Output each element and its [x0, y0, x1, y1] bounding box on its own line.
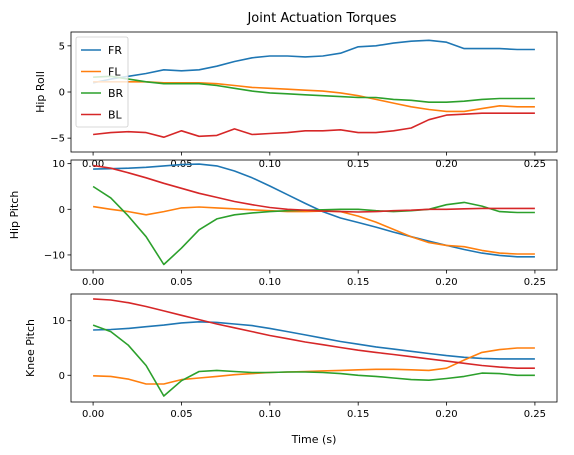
hip-pitch-xtick-label: 0.10: [259, 277, 281, 288]
hip-roll-xtick-label: 0.25: [524, 159, 546, 170]
knee-pitch-line-bl: [93, 298, 535, 370]
hip-pitch-panel: Hip Pitch 0.00 0.05 0.10 0.15 0.20 0.25 −10 0 1…: [8, 159, 558, 288]
knee-pitch-yticks: 0 10: [52, 316, 71, 382]
hip-roll-ylabel: Hip Roll: [34, 71, 47, 113]
knee-pitch-ytick-label: 10: [52, 316, 65, 327]
hip-roll-series: [92, 39, 535, 138]
legend-label-bl: BL: [108, 109, 123, 122]
knee-pitch-line-fl: [93, 347, 535, 385]
knee-pitch-xticks: 0.00 0.05 0.10 0.15 0.20 0.25: [82, 402, 546, 420]
hip-pitch-xtick-label: 0.25: [524, 277, 546, 288]
hip-pitch-xtick-label: 0.05: [170, 277, 192, 288]
hip-roll-xtick-label: 0.00: [82, 159, 104, 170]
hip-roll-panel: Joint Actuation Torques Hip Roll 0.00 0.0…: [34, 11, 558, 170]
legend-box: [75, 36, 129, 128]
hip-pitch-series: [92, 163, 535, 266]
knee-pitch-axes-frame: [70, 293, 558, 403]
knee-pitch-xtick-label: 0.20: [435, 409, 457, 420]
hip-roll-ytick-label: 0: [59, 88, 65, 99]
hip-pitch-ytick-label: 0: [59, 205, 65, 216]
hip-pitch-axes-frame: [70, 159, 558, 271]
x-axis-label: Time (s): [291, 433, 337, 446]
hip-pitch-xtick-label: 0.00: [82, 277, 104, 288]
hip-roll-xtick-label: 0.20: [435, 159, 457, 170]
knee-pitch-panel: Knee Pitch Time (s) 0.00 0.05 0.10 0.15 0.20…: [24, 293, 558, 446]
knee-pitch-xtick-label: 0.10: [259, 409, 281, 420]
hip-roll-line-fl: [93, 81, 535, 113]
hip-pitch-xticks: 0.00 0.05 0.10 0.15 0.20 0.25: [82, 270, 546, 288]
hip-pitch-ytick-label: −10: [44, 250, 65, 261]
hip-roll-axes-frame: [70, 31, 558, 153]
hip-roll-ytick-label: −5: [50, 134, 65, 145]
hip-pitch-line-fr: [93, 163, 535, 258]
hip-roll-yticks: −5 0 5: [50, 41, 71, 145]
hip-roll-xtick-label: 0.15: [347, 159, 369, 170]
hip-roll-ytick-label: 5: [59, 41, 65, 52]
knee-pitch-line-br: [92, 324, 535, 397]
hip-pitch-line-bl: [92, 164, 535, 213]
knee-pitch-xtick-label: 0.15: [347, 409, 369, 420]
hip-pitch-xtick-label: 0.15: [347, 277, 369, 288]
knee-pitch-series: [92, 298, 535, 397]
legend-label-br: BR: [108, 87, 124, 100]
legend: FR FL BR BL: [75, 36, 129, 128]
hip-roll-xtick-label: 0.10: [259, 159, 281, 170]
legend-label-fr: FR: [108, 44, 122, 57]
knee-pitch-xtick-label: 0.05: [170, 409, 192, 420]
hip-pitch-ytick-label: 10: [52, 159, 65, 170]
hip-pitch-yticks: −10 0 10: [44, 159, 71, 261]
knee-pitch-xtick-label: 0.00: [82, 409, 104, 420]
hip-pitch-xtick-label: 0.20: [435, 277, 457, 288]
hip-roll-line-bl: [93, 112, 535, 138]
knee-pitch-xtick-label: 0.25: [524, 409, 546, 420]
legend-label-fl: FL: [108, 66, 121, 79]
knee-pitch-line-fr: [93, 320, 535, 360]
hip-roll-line-br: [93, 75, 535, 103]
hip-pitch-ylabel: Hip Pitch: [8, 191, 21, 240]
hip-roll-line-fr: [92, 39, 535, 84]
knee-pitch-ylabel: Knee Pitch: [24, 319, 37, 377]
chart-title: Joint Actuation Torques: [246, 11, 396, 26]
knee-pitch-ytick-label: 0: [59, 371, 65, 382]
